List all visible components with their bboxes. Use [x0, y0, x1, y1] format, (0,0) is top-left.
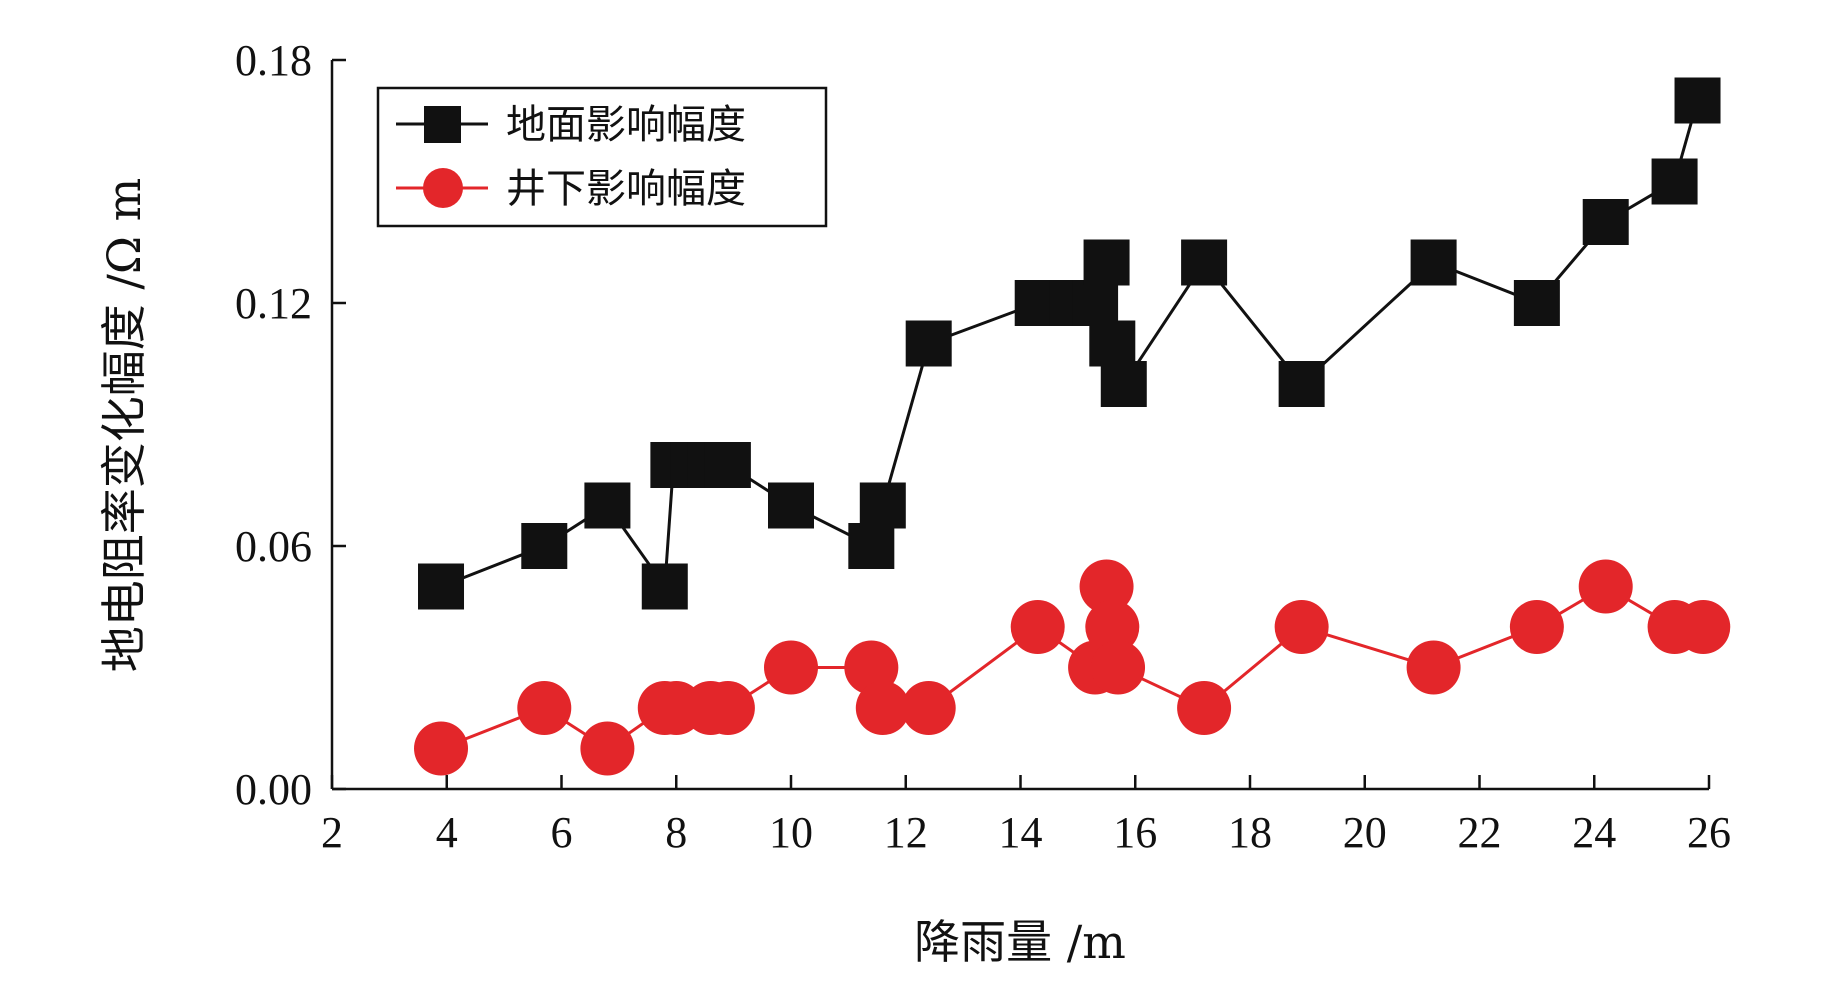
data-point-square [1513, 280, 1560, 326]
data-point-square [1083, 239, 1130, 286]
data-point-square [905, 320, 952, 367]
x-tick-label: 22 [1458, 808, 1502, 857]
data-point-square [584, 482, 631, 529]
data-point-circle [764, 640, 818, 695]
data-point-square [1181, 239, 1228, 286]
data-point-circle [1010, 600, 1065, 654]
y-tick-label: 0.06 [235, 522, 312, 571]
data-point-square [1072, 280, 1119, 326]
data-point-circle [901, 681, 956, 735]
legend-marker-underground [423, 168, 463, 208]
data-point-square [1278, 361, 1325, 407]
x-tick-label: 16 [1113, 808, 1157, 857]
data-point-circle [844, 640, 899, 695]
data-point-square [1582, 199, 1629, 245]
x-tick-label: 10 [769, 808, 813, 857]
data-point-square [1651, 158, 1698, 205]
x-axis-title: 降雨量 /m [914, 915, 1126, 969]
series-layer [414, 77, 1731, 776]
y-ticks: 0.00 0.06 0.12 0.18 [235, 36, 346, 814]
x-tick-label: 24 [1572, 808, 1616, 857]
data-point-square [1089, 320, 1136, 367]
data-point-square [521, 523, 568, 569]
data-point-square [1674, 77, 1721, 124]
data-point-circle [1177, 681, 1232, 735]
data-point-circle [580, 721, 635, 776]
data-point-circle [517, 681, 572, 735]
y-tick-label: 0.00 [235, 765, 312, 814]
data-point-circle [1274, 600, 1329, 654]
data-point-circle [855, 681, 910, 735]
x-tick-label: 6 [551, 808, 573, 857]
data-point-circle [700, 681, 755, 735]
data-point-square [859, 482, 906, 529]
legend: 地面影响幅度 井下影响幅度 [376, 86, 828, 228]
x-tick-label: 18 [1228, 808, 1272, 857]
x-tick-label: 26 [1687, 808, 1731, 857]
data-point-square [768, 482, 814, 529]
x-tick-label: 12 [884, 808, 928, 857]
data-point-circle [414, 721, 469, 776]
x-ticks: 2 4 6 8 10 12 14 16 18 20 22 24 26 [321, 775, 1731, 857]
legend-label-underground: 井下影响幅度 [506, 166, 746, 212]
data-point-square [1410, 239, 1457, 286]
x-tick-label: 14 [999, 808, 1043, 857]
x-tick-label: 2 [321, 808, 343, 857]
data-point-square [418, 563, 465, 610]
data-point-square [1100, 361, 1147, 407]
data-point-square [641, 563, 688, 610]
data-point-square [848, 523, 895, 569]
data-point-circle [1079, 559, 1134, 614]
legend-label-ground: 地面影响幅度 [506, 102, 746, 148]
legend-marker-ground [424, 106, 461, 143]
y-tick-label: 0.18 [235, 36, 312, 85]
y-axis-title: 地电阻率变化幅度 /Ω m [97, 178, 151, 673]
x-tick-label: 8 [665, 808, 687, 857]
y-tick-label: 0.12 [235, 279, 312, 328]
data-point-circle [1509, 600, 1564, 654]
data-point-square [704, 442, 751, 488]
series-0 [418, 77, 1721, 610]
x-tick-label: 20 [1343, 808, 1387, 857]
x-tick-label: 4 [436, 808, 458, 857]
data-point-circle [1676, 600, 1731, 654]
data-point-circle [1578, 559, 1633, 614]
data-point-circle [1406, 640, 1461, 695]
series-1 [414, 559, 1731, 776]
data-point-circle [1091, 640, 1146, 695]
data-point-circle [1085, 600, 1140, 654]
